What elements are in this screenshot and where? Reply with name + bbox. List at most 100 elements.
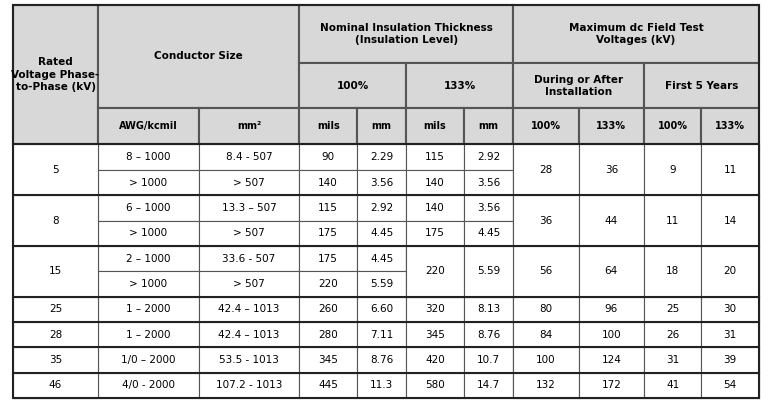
Bar <box>513 246 578 297</box>
Text: 220: 220 <box>318 279 338 289</box>
Text: 100%: 100% <box>337 81 369 91</box>
Bar <box>701 246 759 271</box>
Bar <box>513 297 578 322</box>
Bar <box>701 373 759 398</box>
Text: 10.7: 10.7 <box>477 355 500 365</box>
Bar <box>357 108 406 144</box>
Text: 80: 80 <box>539 304 553 314</box>
Bar <box>13 220 98 246</box>
Bar <box>464 297 513 322</box>
Text: 100: 100 <box>601 330 621 340</box>
Bar <box>644 322 701 347</box>
Text: 3.56: 3.56 <box>477 178 500 187</box>
Bar <box>513 195 578 220</box>
Text: 25: 25 <box>666 304 680 314</box>
Text: 580: 580 <box>425 380 445 391</box>
Bar <box>578 246 644 271</box>
Bar <box>701 297 759 322</box>
Bar <box>406 246 464 271</box>
Bar <box>701 373 759 398</box>
Bar <box>701 195 759 220</box>
Bar <box>464 144 513 170</box>
Text: 175: 175 <box>318 228 338 238</box>
Bar <box>199 271 300 297</box>
Bar <box>406 108 464 144</box>
Text: 5.59: 5.59 <box>477 266 500 276</box>
Bar <box>464 347 513 373</box>
Bar <box>357 220 406 246</box>
Text: 1 – 2000: 1 – 2000 <box>126 330 170 340</box>
Text: mm: mm <box>478 121 498 131</box>
Bar <box>13 373 98 398</box>
Text: 280: 280 <box>318 330 338 340</box>
Text: 25: 25 <box>49 304 62 314</box>
Bar <box>98 347 199 373</box>
Bar <box>513 271 578 297</box>
Bar <box>701 322 759 347</box>
Bar <box>300 64 406 108</box>
Bar <box>98 220 199 246</box>
Text: 18: 18 <box>666 266 680 276</box>
Text: 260: 260 <box>318 304 338 314</box>
Bar <box>464 108 513 144</box>
Bar <box>513 246 578 271</box>
Text: Conductor Size: Conductor Size <box>154 52 243 62</box>
Text: 9: 9 <box>670 165 676 175</box>
Text: 31: 31 <box>666 355 680 365</box>
Bar <box>406 297 464 322</box>
Bar <box>13 373 98 398</box>
Text: 345: 345 <box>425 330 445 340</box>
Text: 44: 44 <box>604 216 618 226</box>
Bar <box>513 322 578 347</box>
Text: 64: 64 <box>604 266 618 276</box>
Bar <box>701 220 759 246</box>
Bar <box>644 246 701 297</box>
Text: 26: 26 <box>666 330 680 340</box>
Bar <box>644 220 701 246</box>
Bar <box>644 297 701 322</box>
Text: 35: 35 <box>49 355 62 365</box>
Text: Rated
Voltage Phase-
to-Phase (kV): Rated Voltage Phase- to-Phase (kV) <box>12 57 100 92</box>
Bar <box>644 322 701 347</box>
Bar <box>513 5 759 64</box>
Text: 30: 30 <box>723 304 737 314</box>
Bar <box>644 297 701 322</box>
Text: 84: 84 <box>539 330 553 340</box>
Bar <box>357 246 406 271</box>
Text: 2.29: 2.29 <box>370 152 393 162</box>
Bar <box>98 271 199 297</box>
Bar <box>357 322 406 347</box>
Bar <box>578 195 644 246</box>
Bar <box>13 195 98 220</box>
Bar <box>98 170 199 195</box>
Bar <box>701 271 759 297</box>
Bar <box>300 108 357 144</box>
Text: 107.2 - 1013: 107.2 - 1013 <box>216 380 283 391</box>
Text: 2.92: 2.92 <box>370 203 393 213</box>
Bar <box>578 347 644 373</box>
Bar <box>644 144 701 195</box>
Bar <box>300 297 357 322</box>
Bar <box>357 144 406 170</box>
Bar <box>701 170 759 195</box>
Bar <box>578 246 644 297</box>
Bar <box>300 271 357 297</box>
Bar <box>300 170 357 195</box>
Bar <box>199 246 300 271</box>
Text: mm: mm <box>372 121 392 131</box>
Text: 124: 124 <box>601 355 621 365</box>
Bar <box>513 64 644 108</box>
Bar <box>98 195 199 220</box>
Text: AWG/kcmil: AWG/kcmil <box>119 121 177 131</box>
Text: 320: 320 <box>425 304 445 314</box>
Bar <box>513 144 578 195</box>
Bar <box>701 108 759 144</box>
Bar <box>578 373 644 398</box>
Bar <box>513 220 578 246</box>
Bar <box>406 322 464 347</box>
Text: 4/0 - 2000: 4/0 - 2000 <box>122 380 175 391</box>
Text: 2 – 1000: 2 – 1000 <box>126 253 170 264</box>
Bar <box>513 297 578 322</box>
Bar <box>578 108 644 144</box>
Text: 41: 41 <box>666 380 680 391</box>
